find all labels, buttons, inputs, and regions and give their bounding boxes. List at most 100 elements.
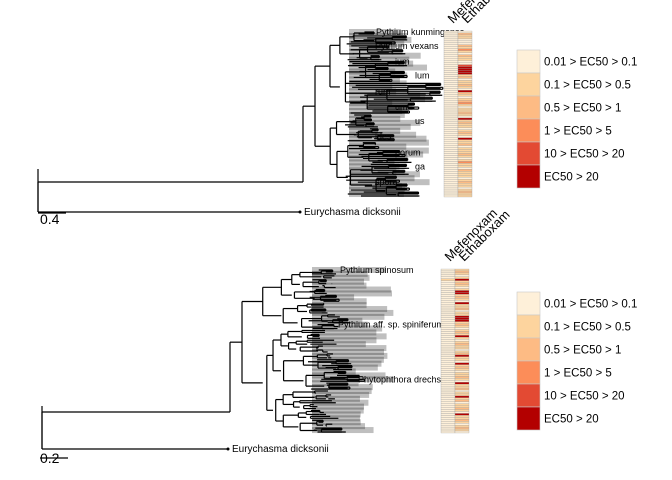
heatmap-cell bbox=[443, 38, 459, 42]
heatmap-cell bbox=[440, 305, 456, 309]
tip-label-smudge bbox=[312, 313, 385, 320]
outgroup-tip-point bbox=[226, 447, 230, 451]
heatmap-cell bbox=[457, 42, 473, 45]
tip-label-smudge bbox=[312, 348, 385, 355]
heatmap-cell bbox=[457, 135, 473, 138]
heatmap-cell bbox=[457, 125, 473, 128]
heatmap-cell bbox=[457, 127, 473, 130]
heatmap-cell bbox=[440, 274, 456, 277]
heatmap-cell bbox=[457, 145, 473, 148]
heatmap-cell bbox=[454, 421, 470, 424]
outgroup-label: Eurychasma dicksonii bbox=[232, 444, 329, 455]
heatmap-cell bbox=[454, 385, 470, 389]
heatmap-cell bbox=[440, 343, 456, 346]
heatmap-cell bbox=[443, 179, 459, 182]
tip-label-smudge bbox=[349, 56, 410, 63]
heatmap-cell bbox=[440, 387, 456, 391]
heatmap-cell bbox=[454, 294, 470, 297]
phylogenetic-tree bbox=[41, 269, 366, 450]
heatmap-cell bbox=[443, 139, 459, 142]
heatmap-cell bbox=[457, 149, 473, 152]
heatmap-cell bbox=[457, 101, 473, 105]
heatmap-cell bbox=[443, 66, 459, 69]
heatmap-cell bbox=[457, 30, 473, 34]
tip-label: ga bbox=[415, 161, 425, 171]
legend-key bbox=[516, 314, 541, 339]
heatmap-cell bbox=[443, 175, 459, 178]
heatmap-cell bbox=[443, 74, 459, 77]
heatmap-cell bbox=[443, 169, 459, 172]
heatmap-cell bbox=[443, 58, 459, 61]
heatmap-cell bbox=[443, 54, 459, 57]
tip-label-smudge bbox=[349, 179, 430, 186]
heatmap-cell bbox=[440, 395, 456, 398]
heatmap-cell bbox=[454, 290, 470, 293]
tip-label-smudge bbox=[312, 403, 365, 410]
heatmap-cell bbox=[440, 405, 456, 408]
heatmap-cell bbox=[454, 284, 470, 287]
heatmap-cell bbox=[454, 417, 470, 420]
tip-label-smudge bbox=[349, 108, 403, 115]
tip-label-smudge bbox=[312, 352, 388, 359]
heatmap-cell bbox=[443, 68, 459, 71]
legend-label: EC50 > 20 bbox=[544, 414, 599, 426]
legend-key bbox=[516, 360, 541, 385]
tip-label-smudge bbox=[349, 131, 417, 138]
heatmap-cell bbox=[454, 419, 470, 422]
tip-label-smudge bbox=[312, 388, 372, 395]
heatmap-cell bbox=[454, 426, 470, 430]
tip-label-smudge bbox=[349, 104, 413, 111]
outgroup-label: Eurychasma dicksonii bbox=[304, 207, 401, 218]
heatmap-cell bbox=[440, 272, 456, 276]
heatmap-cell bbox=[443, 30, 459, 34]
heatmap-cell bbox=[454, 317, 470, 320]
heatmap-cell bbox=[454, 378, 470, 381]
heatmap-cell bbox=[440, 350, 456, 354]
heatmap-cell bbox=[454, 384, 470, 387]
heatmap-cell bbox=[457, 133, 473, 136]
heatmap-cell bbox=[443, 42, 459, 45]
heatmap-cell bbox=[454, 409, 470, 412]
heatmap-cell bbox=[443, 121, 459, 125]
tip-label-smudge bbox=[349, 80, 407, 87]
tip-label-smudge bbox=[349, 163, 400, 170]
heatmap-cell bbox=[440, 397, 456, 400]
heatmap-cell bbox=[443, 135, 459, 138]
tip-label-smudge bbox=[312, 278, 364, 285]
heatmap-cell bbox=[454, 368, 470, 371]
scale-bar-label: 0.4 bbox=[40, 211, 60, 227]
heatmap-cell bbox=[454, 423, 470, 426]
heatmap-cell bbox=[440, 384, 456, 387]
heatmap-cell bbox=[443, 76, 459, 79]
heatmap-cell bbox=[443, 52, 459, 55]
heatmap-cell bbox=[440, 380, 456, 383]
heatmap-cell bbox=[457, 141, 473, 144]
tip-label-smudge bbox=[312, 337, 377, 344]
tip-label-smudge bbox=[349, 84, 393, 91]
heatmap-cell bbox=[443, 36, 459, 40]
legend-key bbox=[516, 291, 541, 316]
heatmap-cell bbox=[457, 171, 473, 174]
heatmap-cell bbox=[454, 389, 470, 393]
heatmap-cell bbox=[454, 300, 470, 303]
tip-label-smudge bbox=[349, 159, 395, 166]
heatmap-cell bbox=[454, 346, 470, 350]
tip-label-smudge bbox=[312, 419, 361, 426]
tip-label-smudge bbox=[312, 325, 383, 332]
legend-key bbox=[516, 95, 541, 120]
tip-label-smudge bbox=[312, 368, 356, 375]
heatmap-cell bbox=[443, 117, 459, 121]
tip-label: us bbox=[415, 116, 425, 126]
heatmap-cell bbox=[443, 113, 459, 117]
tip-label-smudge bbox=[312, 415, 360, 422]
heatmap-cell bbox=[457, 56, 473, 59]
heatmap-cell bbox=[440, 426, 456, 430]
legend: 0.01 > EC50 > 0.1 0.1 > EC50 > 0.5 0.5 > E… bbox=[516, 49, 637, 189]
heatmap-cell bbox=[457, 74, 473, 77]
heatmap-cell bbox=[443, 92, 459, 95]
heatmap-cell bbox=[457, 46, 473, 49]
heatmap-cell bbox=[440, 403, 456, 406]
legend-key bbox=[516, 337, 541, 362]
heatmap-cell bbox=[443, 141, 459, 144]
heatmap-cell bbox=[443, 143, 459, 146]
